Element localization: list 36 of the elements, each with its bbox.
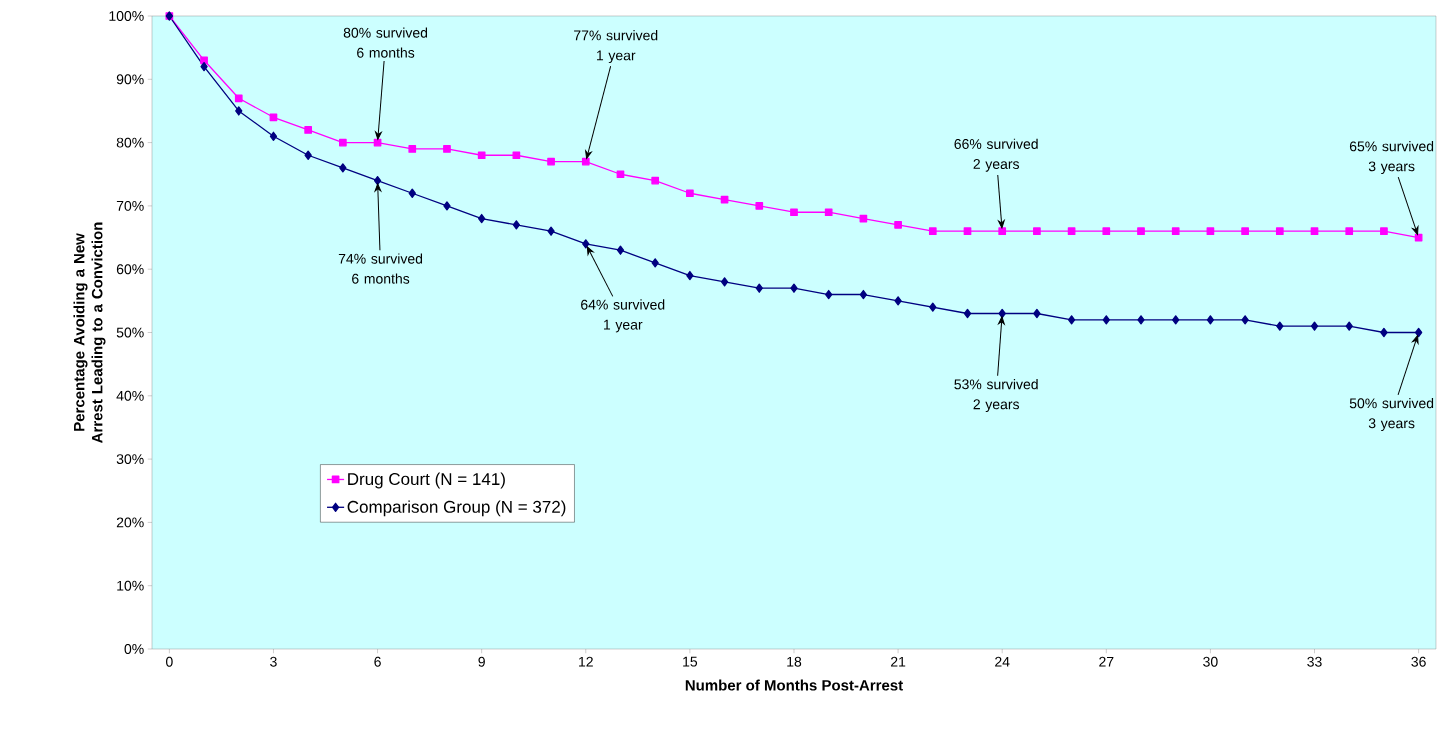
x-tick-label: 6: [374, 656, 381, 667]
y-tick-label: 0%: [124, 644, 144, 654]
y-tick-label: 100%: [109, 11, 144, 21]
x-tick-label: 24: [995, 656, 1010, 667]
annotation: 80% survived 6 months: [343, 27, 428, 58]
y-tick-label: 90%: [116, 74, 144, 85]
y-tick-label: 20%: [116, 517, 144, 528]
x-tick-label: 0: [166, 656, 173, 667]
y-tick-label: 30%: [116, 454, 144, 465]
x-tick-label: 15: [683, 656, 698, 667]
x-tick-label: 36: [1411, 656, 1426, 667]
annotation: 66% survived 2 years: [954, 138, 1038, 172]
annotation: 64% survived 1 year: [581, 299, 665, 333]
y-tick-label: 70%: [116, 200, 144, 211]
x-tick-label: 12: [579, 656, 593, 667]
annotation: 53% survived 2 years: [954, 378, 1038, 413]
legend-label: Comparison Group (N = 372): [347, 500, 566, 517]
y-tick-label: 10%: [117, 580, 144, 591]
x-tick-label: 9: [478, 656, 485, 667]
x-tick-label: 30: [1203, 656, 1218, 667]
x-tick-label: 18: [787, 656, 802, 667]
annotation: 50% survived 3 years: [1349, 397, 1434, 432]
x-tick-label: 21: [891, 656, 906, 667]
annotation: 74% survived 6 months: [338, 253, 423, 284]
x-tick-label: 27: [1099, 656, 1114, 667]
y-tick-label: 50%: [116, 327, 144, 338]
y-axis-title: Percentage Avoiding a New Arrest Leading to a Conviction: [73, 222, 106, 443]
annotation: 65% survived 3 years: [1349, 141, 1434, 175]
x-axis-title: Number of Months Post-Arrest: [685, 679, 903, 691]
annotation: 77% survived 1 year: [574, 30, 658, 64]
y-tick-label: 40%: [116, 390, 144, 401]
x-tick-label: 3: [270, 656, 277, 667]
legend-label: Drug Court (N = 141): [348, 472, 505, 489]
x-tick-label: 33: [1307, 656, 1322, 667]
y-tick-label: 60%: [116, 264, 144, 275]
y-tick-label: 80%: [116, 137, 144, 148]
